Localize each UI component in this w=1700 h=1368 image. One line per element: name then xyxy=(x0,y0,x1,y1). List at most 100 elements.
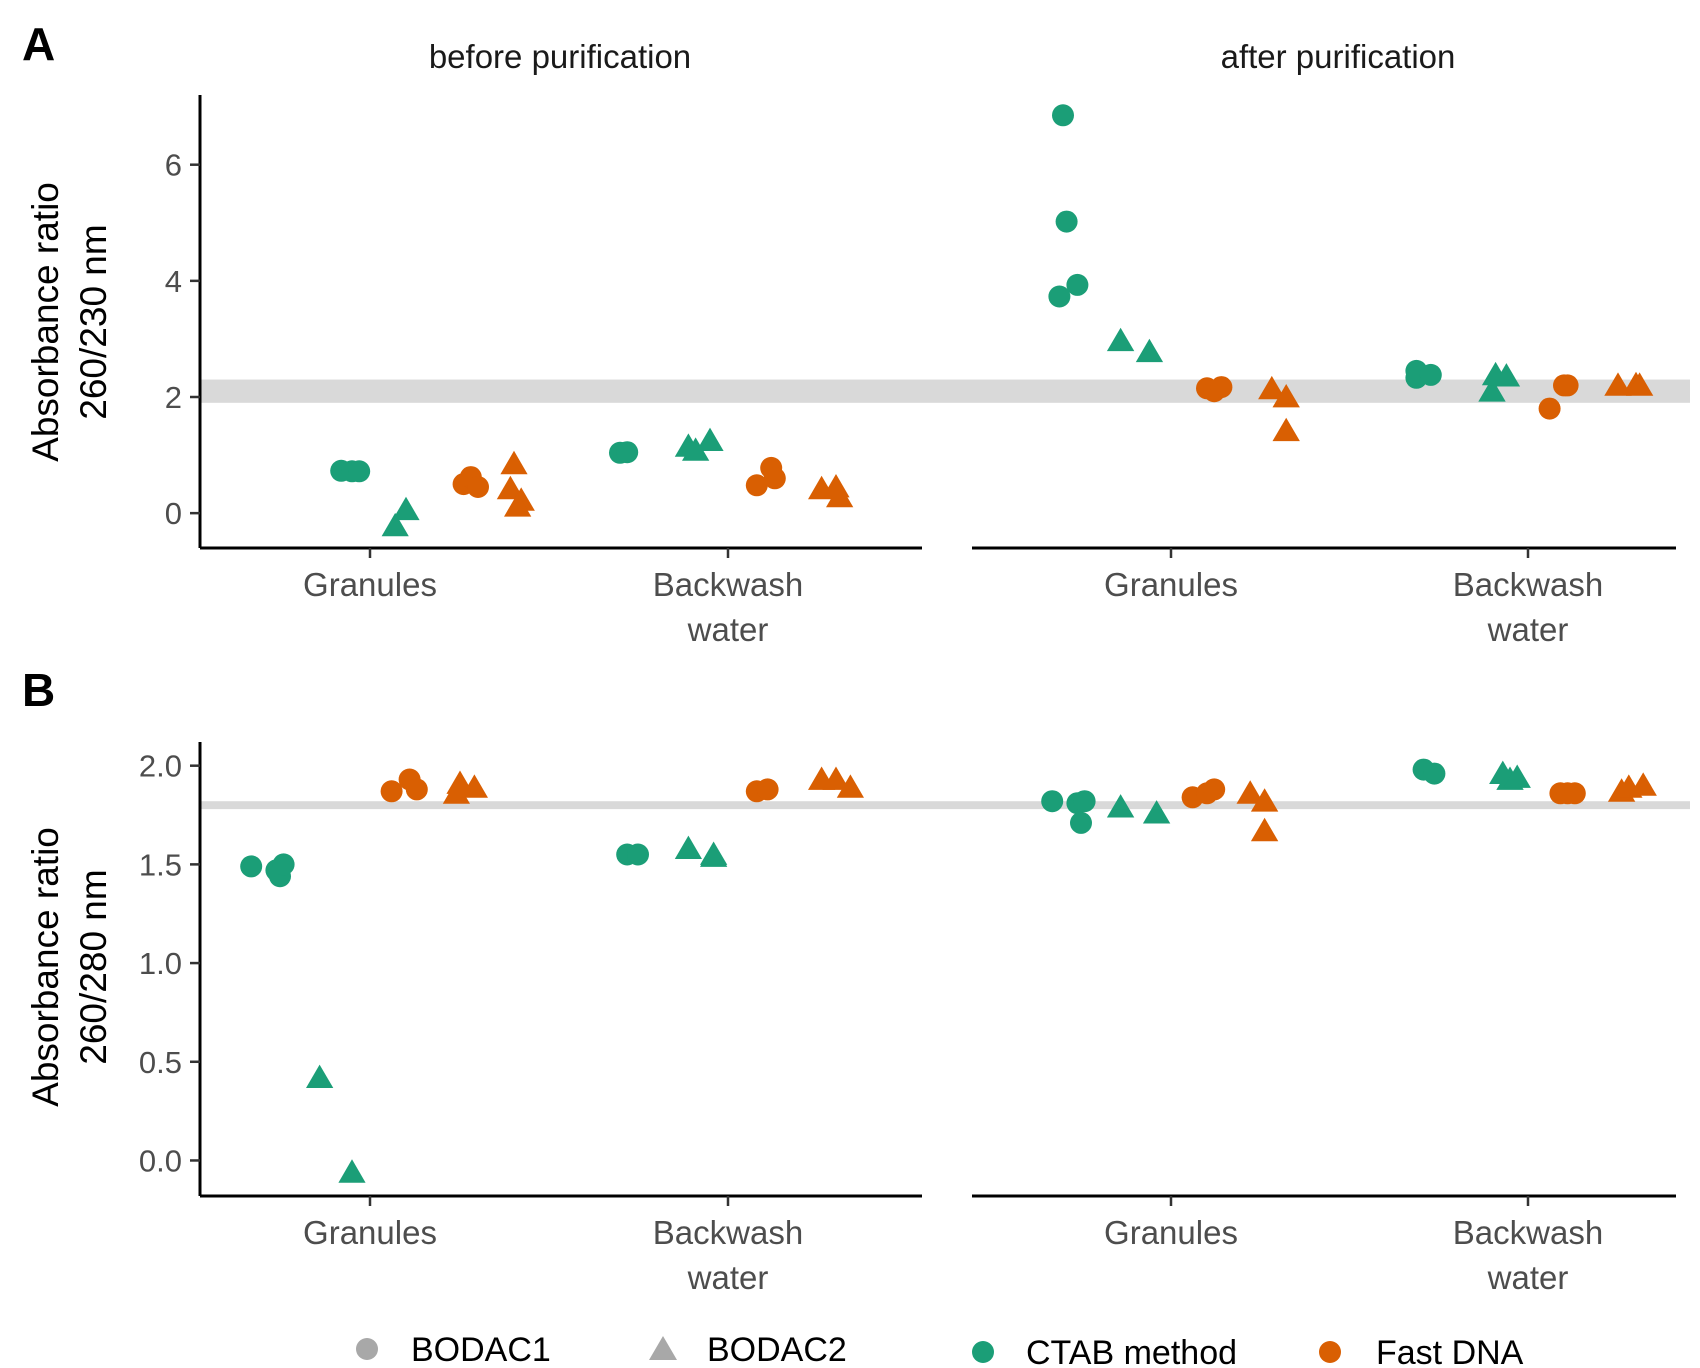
reference-bands xyxy=(200,379,1690,810)
x-tick-label: water xyxy=(687,611,769,648)
legend-label-fastdna: Fast DNA xyxy=(1376,1334,1524,1368)
point-ctab-bodac1 xyxy=(240,855,263,878)
point-ctab-bodac1 xyxy=(1055,210,1078,233)
point-fastdna-bodac1 xyxy=(380,780,403,803)
point-fastdna-bodac1 xyxy=(763,467,786,490)
panel-label-a: A xyxy=(22,18,55,70)
point-ctab-bodac2 xyxy=(1492,363,1521,387)
point-fastdna-bodac2 xyxy=(1604,372,1632,396)
point-ctab-bodac2 xyxy=(392,496,420,521)
point-ctab-bodac1 xyxy=(1052,104,1074,127)
legend: BODAC1 BODAC2 CTAB method Fast DNA xyxy=(356,1331,1524,1368)
legend-key-fastdna xyxy=(1319,1341,1341,1363)
point-ctab-bodac1 xyxy=(1070,811,1092,834)
point-fastdna-bodac2 xyxy=(1250,817,1279,842)
reference-band xyxy=(200,801,1690,810)
point-ctab-bodac2 xyxy=(682,437,710,461)
point-fastdna-bodac2 xyxy=(496,475,524,500)
facet-title-before: before purification xyxy=(429,38,691,75)
point-ctab-bodac1 xyxy=(348,460,371,483)
point-fastdna-bodac2 xyxy=(822,766,850,790)
facet-title-after: after purification xyxy=(1221,38,1456,75)
x-tick-label: Backwash xyxy=(1453,1214,1603,1251)
legend-label-bodac1: BODAC1 xyxy=(411,1331,551,1368)
legend-key-bodac1 xyxy=(356,1338,378,1360)
y-axis-title-a: Absorbance ratio xyxy=(25,182,66,462)
reference-band xyxy=(200,379,1690,403)
point-ctab-bodac1 xyxy=(616,441,639,464)
x-tick-label: Granules xyxy=(303,566,437,603)
x-tick-label: water xyxy=(1487,611,1569,648)
point-ctab-bodac1 xyxy=(1048,285,1071,308)
point-ctab-bodac1 xyxy=(1423,762,1446,785)
point-fastdna-bodac2 xyxy=(1625,372,1654,396)
point-fastdna-bodac2 xyxy=(1629,772,1657,796)
point-ctab-bodac2 xyxy=(1135,338,1164,363)
point-ctab-bodac2 xyxy=(1142,800,1171,824)
point-fastdna-bodac1 xyxy=(1556,374,1579,397)
y-tick-label: 6 xyxy=(165,148,182,183)
y-axis-title-b-line2: 260/280 nm xyxy=(73,869,114,1064)
point-fastdna-bodac1 xyxy=(1563,782,1586,805)
x-tick-label: Granules xyxy=(303,1214,437,1251)
x-tick-label: Granules xyxy=(1104,566,1238,603)
x-tick-label: water xyxy=(1487,1259,1569,1296)
point-fastdna-bodac2 xyxy=(1236,780,1264,804)
point-fastdna-bodac1 xyxy=(756,778,779,801)
point-ctab-bodac2 xyxy=(674,835,702,859)
axes: 0 2 4 6 Granules Backwash water Granules Backwas… xyxy=(139,95,1676,1296)
point-ctab-bodac2 xyxy=(1478,378,1506,402)
point-ctab-bodac2 xyxy=(1106,327,1135,352)
point-ctab-bodac1 xyxy=(1419,363,1442,386)
legend-key-ctab xyxy=(972,1341,994,1363)
point-ctab-bodac1 xyxy=(1066,273,1089,296)
y-tick-label: 1.5 xyxy=(139,847,182,882)
point-fastdna-bodac2 xyxy=(504,493,532,517)
point-fastdna-bodac2 xyxy=(1258,375,1286,400)
y-tick-label: 1.0 xyxy=(139,946,182,981)
x-tick-label: water xyxy=(687,1259,769,1296)
point-ctab-bodac2 xyxy=(338,1159,366,1183)
x-tick-label: Backwash xyxy=(1453,566,1603,603)
point-ctab-bodac1 xyxy=(1041,790,1064,813)
y-tick-label: 2.0 xyxy=(139,749,182,784)
point-fastdna-bodac2 xyxy=(1272,417,1300,442)
point-fastdna-bodac2 xyxy=(836,774,864,798)
point-ctab-bodac1 xyxy=(272,853,295,876)
point-fastdna-bodac1 xyxy=(467,476,489,498)
point-fastdna-bodac2 xyxy=(1272,384,1300,408)
point-fastdna-bodac2 xyxy=(500,450,528,475)
point-fastdna-bodac1 xyxy=(1210,376,1233,399)
point-ctab-bodac1 xyxy=(627,843,649,866)
y-tick-label: 2 xyxy=(165,380,182,415)
point-fastdna-bodac1 xyxy=(405,778,428,801)
x-tick-label: Granules xyxy=(1104,1214,1238,1251)
y-axis-title-b: Absorbance ratio xyxy=(25,827,66,1107)
point-ctab-bodac2 xyxy=(1106,794,1135,818)
point-fastdna-bodac1 xyxy=(745,474,768,497)
y-axis-title-a-line2: 260/230 nm xyxy=(73,224,114,419)
point-ctab-bodac2 xyxy=(1503,764,1531,788)
point-fastdna-bodac2 xyxy=(1250,788,1279,812)
point-fastdna-bodac2 xyxy=(826,483,854,508)
point-ctab-bodac2 xyxy=(696,427,724,451)
panel-label-b: B xyxy=(22,664,55,716)
point-fastdna-bodac1 xyxy=(1203,778,1226,801)
x-tick-label: Backwash xyxy=(653,566,803,603)
point-fastdna-bodac1 xyxy=(1538,397,1561,420)
data-points xyxy=(240,104,1657,1183)
point-ctab-bodac2 xyxy=(700,841,728,865)
point-ctab-bodac2 xyxy=(381,512,409,537)
legend-label-ctab: CTAB method xyxy=(1026,1334,1237,1368)
y-tick-label: 0.5 xyxy=(139,1045,182,1080)
x-tick-label: Backwash xyxy=(653,1214,803,1251)
y-tick-label: 0.0 xyxy=(139,1143,182,1178)
y-tick-label: 0 xyxy=(165,496,182,531)
point-fastdna-bodac2 xyxy=(460,774,488,798)
point-ctab-bodac1 xyxy=(1073,790,1096,813)
y-tick-label: 4 xyxy=(165,264,182,299)
legend-label-bodac2: BODAC2 xyxy=(707,1331,847,1368)
point-ctab-bodac2 xyxy=(306,1064,334,1088)
legend-key-bodac2 xyxy=(649,1336,677,1360)
